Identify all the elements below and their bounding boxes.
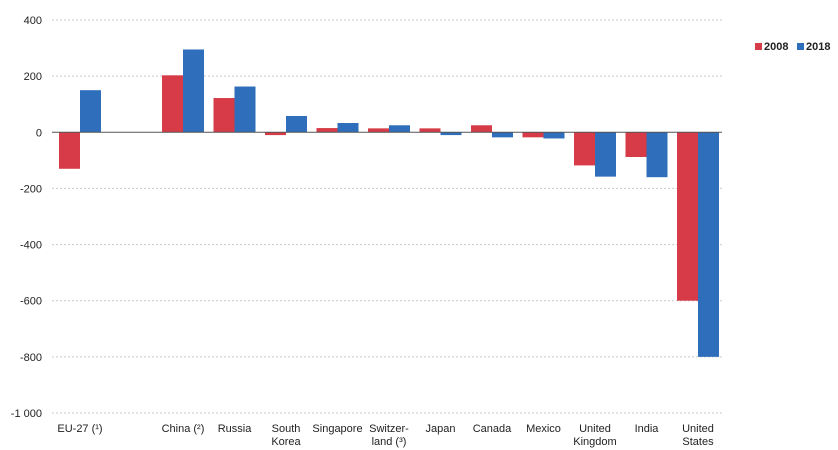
category-label: EU-27 (¹) <box>57 423 102 435</box>
category-label: Canada <box>473 423 512 435</box>
gridlines <box>52 19 722 414</box>
bar-2008 <box>471 125 492 133</box>
legend-label-2008: 2008 <box>764 41 788 53</box>
bar-2008 <box>59 132 80 169</box>
bar-2008 <box>213 98 235 133</box>
y-tick-label: 200 <box>24 71 42 83</box>
bars <box>59 49 719 357</box>
bar-2008 <box>368 128 389 133</box>
category-label: Mexico <box>526 423 561 435</box>
bar-2018 <box>595 132 616 177</box>
legend-label-2018: 2018 <box>806 41 830 53</box>
y-tick-label: 0 <box>36 127 42 139</box>
category-label: India <box>635 423 660 435</box>
bar-2018 <box>183 49 204 133</box>
x-axis-labels: EU-27 (¹) China (²) Russia South Korea Singap… <box>57 423 714 448</box>
bar-2018 <box>80 90 101 133</box>
y-tick-label: 400 <box>24 15 42 27</box>
y-tick-label: -400 <box>20 240 42 252</box>
y-tick-label: -800 <box>20 352 42 364</box>
bar-2008 <box>574 132 595 166</box>
bar-2008 <box>625 132 647 157</box>
y-tick-label: -200 <box>20 183 42 195</box>
y-tick-label: -600 <box>20 296 42 308</box>
bar-2008 <box>265 132 286 136</box>
bar-2018 <box>389 125 410 133</box>
legend-swatch-2018 <box>797 43 804 50</box>
bar-2018 <box>698 132 719 357</box>
bar-2018 <box>646 132 668 178</box>
bar-2008 <box>316 128 338 133</box>
category-label: South Korea <box>271 423 301 448</box>
bar-2018 <box>440 132 462 136</box>
category-label: United States <box>682 423 714 448</box>
bar-2018 <box>543 132 565 139</box>
bar-2008 <box>522 132 544 138</box>
category-label: Switzer-land (³) <box>369 423 409 448</box>
bar-2008 <box>162 75 183 133</box>
bar-2018 <box>234 86 256 133</box>
category-label: Japan <box>426 423 456 435</box>
bar-2018 <box>286 116 307 133</box>
legend: 2008 2018 <box>755 41 830 53</box>
bar-2008 <box>677 132 698 301</box>
category-label: United Kingdom <box>573 423 616 448</box>
legend-swatch-2008 <box>755 43 762 50</box>
category-label: Singapore <box>312 423 362 435</box>
y-tick-label: -1 000 <box>11 408 42 420</box>
category-label: Russia <box>218 423 253 435</box>
bar-2018 <box>337 123 359 133</box>
category-label: China (²) <box>162 423 205 435</box>
y-axis-ticks: 400 200 0 -200 -400 -600 -800 -1 000 <box>11 15 42 420</box>
bar-2018 <box>492 132 513 138</box>
bar-2008 <box>419 128 441 133</box>
